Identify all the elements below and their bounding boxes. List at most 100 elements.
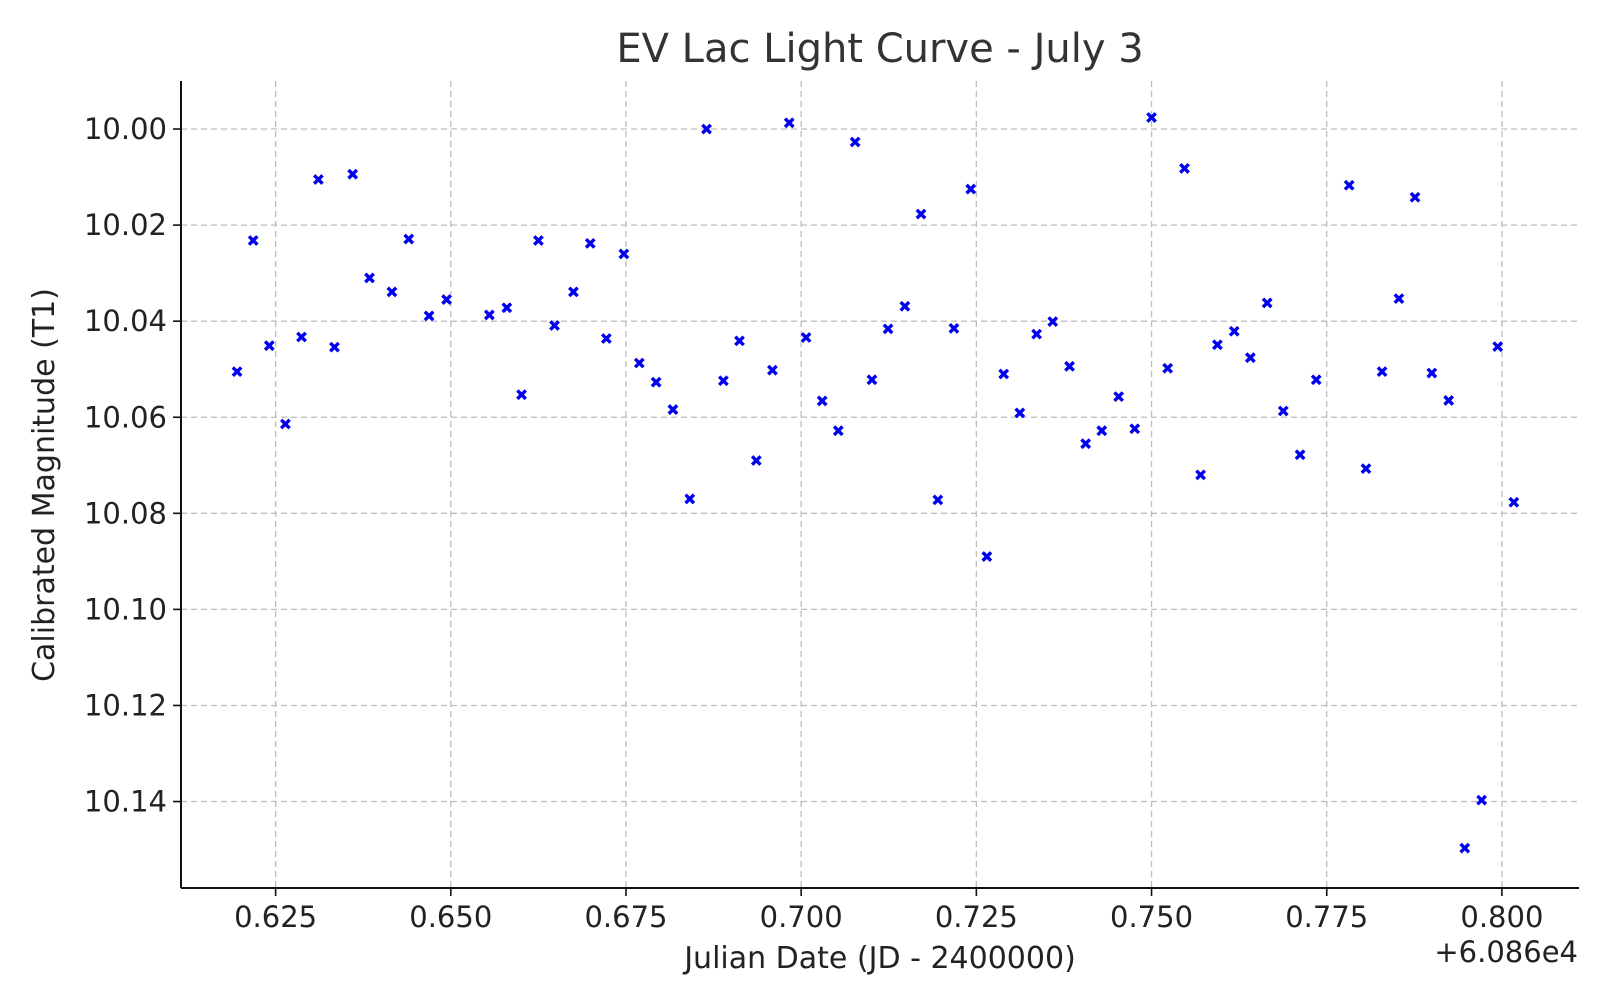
data-point (932, 494, 944, 506)
data-point (549, 320, 560, 331)
data-point (684, 493, 696, 505)
data-point (750, 455, 762, 466)
data-point (701, 123, 712, 135)
data-point (866, 374, 878, 386)
data-point (516, 389, 527, 401)
data-point (1080, 438, 1092, 450)
x-tick-label: 0.775 (1285, 900, 1368, 934)
x-tick-label: 0.800 (1460, 900, 1543, 934)
x-offset-label: +6.086e4 (1434, 935, 1578, 969)
data-point (1343, 179, 1355, 191)
data-point (882, 323, 894, 335)
data-point (998, 368, 1010, 380)
x-tick-label: 0.650 (409, 900, 492, 934)
data-point (403, 233, 415, 245)
data-point (717, 375, 729, 387)
data-point (1426, 367, 1438, 379)
data-point (1393, 293, 1405, 305)
data-point (1146, 112, 1157, 123)
data-point (899, 300, 911, 312)
data-point (1476, 794, 1487, 806)
y-tick-label: 10.02 (84, 208, 167, 242)
data-points (231, 112, 1520, 854)
x-ticks: 0.625 0.650 0.675 0.700 0.725 0.750 0.775 0.800 (234, 888, 1543, 934)
data-point (1096, 425, 1108, 437)
data-point (734, 335, 745, 347)
data-point (965, 183, 977, 195)
y-tick-label: 10.06 (84, 400, 167, 434)
y-tick-label: 10.14 (84, 785, 167, 819)
data-point (948, 322, 960, 334)
data-point (600, 333, 612, 344)
data-point (1162, 362, 1174, 374)
data-point (364, 272, 375, 284)
data-point (849, 136, 861, 148)
data-point (231, 366, 243, 378)
data-point (263, 340, 275, 352)
x-tick-label: 0.750 (1110, 900, 1193, 934)
y-tick-label: 10.04 (84, 304, 167, 338)
data-point (1409, 191, 1421, 203)
data-point (1244, 352, 1256, 364)
data-point (280, 418, 291, 430)
data-point (347, 168, 359, 180)
data-point (800, 332, 812, 343)
data-point (1047, 316, 1059, 328)
y-tick-label: 10.08 (84, 496, 167, 530)
data-point (1113, 391, 1125, 402)
x-tick-label: 0.700 (760, 900, 843, 934)
data-point (1064, 360, 1075, 372)
grid (181, 81, 1579, 888)
data-point (1310, 374, 1322, 386)
data-point (650, 376, 662, 388)
data-point (767, 364, 778, 376)
data-point (329, 341, 340, 353)
data-point (1031, 328, 1043, 340)
data-point (832, 425, 844, 437)
data-point (1261, 297, 1273, 309)
data-point (633, 357, 645, 369)
data-point (584, 237, 596, 249)
data-point (501, 302, 513, 314)
data-point (618, 248, 630, 260)
data-point (667, 404, 679, 415)
data-point (568, 286, 579, 298)
x-tick-label: 0.675 (584, 900, 667, 934)
data-point (816, 395, 828, 407)
data-point (296, 331, 307, 343)
data-point (1129, 423, 1141, 435)
data-point (1212, 339, 1223, 351)
data-point (312, 174, 324, 185)
data-point (915, 208, 927, 220)
data-point (483, 309, 495, 321)
chart-title: EV Lac Light Curve - July 3 (616, 26, 1143, 72)
data-point (783, 117, 795, 129)
data-point (1360, 463, 1372, 475)
y-tick-label: 10.10 (84, 592, 167, 626)
data-point (1179, 163, 1190, 174)
data-point (532, 235, 544, 246)
data-point (1294, 449, 1306, 461)
x-tick-label: 0.625 (234, 900, 317, 934)
y-axis-label: Calibrated Magnitude (T1) (27, 288, 62, 682)
x-tick-label: 0.725 (935, 900, 1018, 934)
x-axis-label: Julian Date (JD - 2400000) (682, 941, 1076, 976)
data-point (1376, 366, 1388, 378)
data-point (386, 286, 398, 298)
data-point (423, 310, 435, 322)
y-tick-label: 10.12 (84, 688, 167, 722)
data-point (1277, 405, 1289, 417)
data-point (1508, 496, 1520, 508)
y-tick-label: 10.00 (84, 112, 167, 146)
y-ticks: 10.00 10.02 10.04 10.06 10.08 10.10 10.12 10.14 (84, 112, 181, 819)
data-point (1492, 341, 1504, 353)
data-point (1014, 407, 1026, 419)
data-point (1195, 469, 1206, 481)
data-point (1443, 395, 1455, 406)
axes (180, 81, 1579, 889)
data-point (1228, 325, 1240, 337)
data-point (981, 551, 993, 562)
data-point (441, 294, 452, 305)
data-point (247, 235, 259, 246)
